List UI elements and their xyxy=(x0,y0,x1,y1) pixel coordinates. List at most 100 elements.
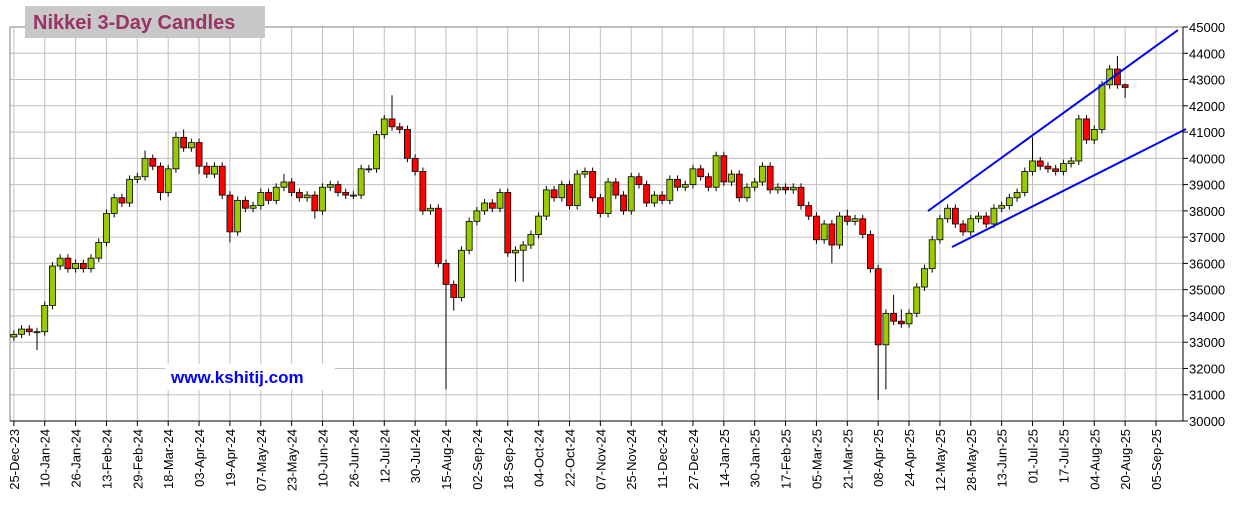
x-tick-label: 14-Jan-25 xyxy=(717,429,732,488)
candle-body xyxy=(373,134,380,170)
candle-body xyxy=(990,207,998,225)
candle-body xyxy=(643,184,651,204)
candle-body xyxy=(311,194,319,212)
candle-body xyxy=(504,192,512,254)
candle-body xyxy=(558,184,566,199)
candle-body xyxy=(589,171,597,199)
candle-body xyxy=(805,205,813,217)
x-tick-label: 02-Sep-24 xyxy=(470,429,485,490)
x-tick-label: 23-May-24 xyxy=(285,429,300,491)
x-tick-label: 13-Jun-25 xyxy=(995,429,1010,488)
candle-body xyxy=(295,192,303,199)
candle-body xyxy=(697,168,705,178)
candle-body xyxy=(681,184,689,188)
x-tick-label: 25-Nov-24 xyxy=(624,429,639,490)
candle-body xyxy=(64,257,72,270)
x-tick-label: 26-Jun-24 xyxy=(346,429,361,488)
x-tick-label: 08-Apr-25 xyxy=(871,429,886,487)
candle-body xyxy=(41,305,49,333)
candle-body xyxy=(103,213,110,243)
candle-body xyxy=(535,215,543,235)
x-tick-label: 13-Feb-24 xyxy=(99,429,114,489)
x-tick-label: 10-Jun-24 xyxy=(316,429,331,488)
candle-body xyxy=(967,218,975,233)
x-tick-label: 20-Aug-25 xyxy=(1118,429,1133,490)
candle-body xyxy=(388,118,396,128)
candle-body xyxy=(342,192,350,196)
candle-body xyxy=(712,155,720,188)
candle-body xyxy=(33,331,41,334)
candle-body xyxy=(49,265,56,306)
candle-body xyxy=(1075,118,1083,162)
candle-body xyxy=(241,199,249,209)
candle-body xyxy=(905,312,913,325)
candle-body xyxy=(1098,84,1106,130)
candle-body xyxy=(797,186,805,207)
candle-body xyxy=(249,205,257,209)
candle-body xyxy=(133,176,141,180)
candle-body xyxy=(488,202,496,209)
candle-body xyxy=(18,328,25,335)
candle-body xyxy=(434,207,442,264)
candle-body xyxy=(118,197,126,204)
candle-body xyxy=(272,186,280,201)
candle-body xyxy=(149,157,157,167)
candle-body xyxy=(975,215,982,220)
x-tick-label: 07-Nov-24 xyxy=(593,429,608,490)
candle-body xyxy=(959,223,967,233)
x-tick-label: 24-Apr-25 xyxy=(902,429,917,487)
x-tick-label: 18-Sep-24 xyxy=(501,429,516,490)
candle-body xyxy=(550,189,558,199)
candle-body xyxy=(396,126,404,130)
x-tick-label: 12-May-25 xyxy=(933,429,948,491)
candle-body xyxy=(180,136,188,149)
candle-body xyxy=(442,262,450,285)
x-tick-label: 04-Oct-24 xyxy=(532,429,547,487)
y-tick-label: 45000 xyxy=(1189,20,1225,35)
y-tick-label: 32000 xyxy=(1189,361,1225,376)
candle-body xyxy=(704,176,712,188)
candle-body xyxy=(890,312,898,322)
candle-body xyxy=(998,205,1006,209)
candle-body xyxy=(25,328,33,333)
candle-body xyxy=(882,312,890,346)
candle-body xyxy=(450,284,458,298)
annotation-box xyxy=(165,364,335,390)
candle-body xyxy=(627,176,635,212)
candle-body xyxy=(95,241,103,259)
candle-body xyxy=(1044,165,1052,170)
y-tick-label: 42000 xyxy=(1189,99,1225,114)
candle-body xyxy=(357,168,365,196)
candle-body xyxy=(951,207,959,225)
candle-body xyxy=(1083,118,1090,141)
x-tick-label: 10-Jan-24 xyxy=(38,429,53,488)
candle-body xyxy=(1036,160,1044,167)
candle-body xyxy=(596,197,604,214)
candle-body xyxy=(195,142,203,167)
y-tick-label: 34000 xyxy=(1189,309,1225,324)
y-tick-label: 40000 xyxy=(1189,151,1225,166)
y-tick-label: 44000 xyxy=(1189,46,1225,61)
candle-body xyxy=(257,192,265,207)
y-tick-label: 36000 xyxy=(1189,256,1225,271)
chart-title: Nikkei 3-Day Candles xyxy=(33,12,235,34)
candle-body xyxy=(1121,84,1129,88)
candle-body xyxy=(612,181,620,196)
candle-body xyxy=(1059,163,1067,172)
candle-body xyxy=(851,218,859,222)
candle-body xyxy=(751,181,759,188)
candle-body xyxy=(1067,160,1075,164)
candle-body xyxy=(766,165,774,191)
candle-body xyxy=(72,262,79,270)
candle-body xyxy=(87,257,95,270)
candle-body xyxy=(1090,129,1098,141)
candle-body xyxy=(350,194,357,197)
x-tick-label: 03-Apr-24 xyxy=(192,429,207,487)
candle-body xyxy=(211,165,218,175)
candle-body xyxy=(859,218,867,235)
candle-body xyxy=(334,184,342,193)
x-tick-label: 25-Dec-23 xyxy=(7,429,22,490)
candle-body xyxy=(1052,168,1060,172)
